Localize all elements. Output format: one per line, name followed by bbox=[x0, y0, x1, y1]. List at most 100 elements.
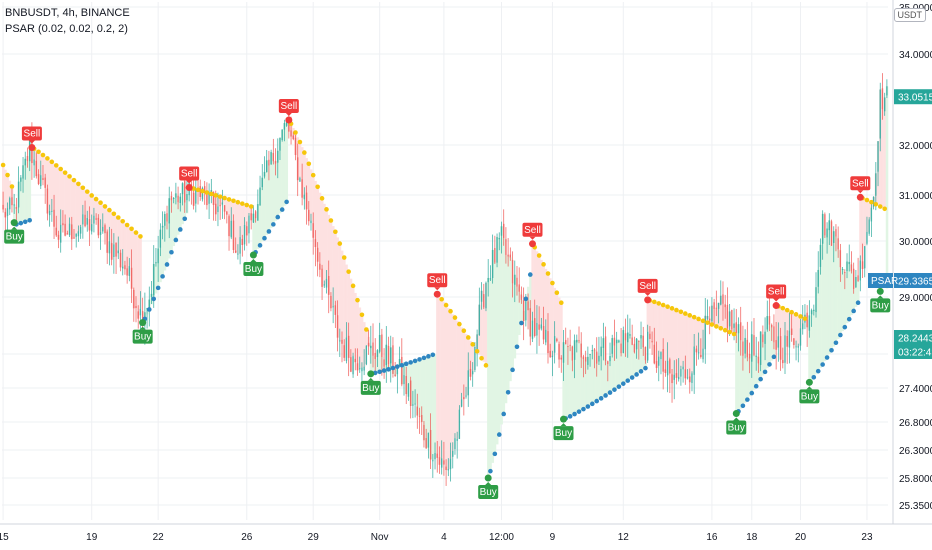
candle bbox=[609, 342, 611, 367]
psar-fill-band bbox=[37, 151, 40, 184]
psar-fill-band bbox=[557, 297, 561, 360]
candle bbox=[440, 440, 443, 475]
candle bbox=[177, 186, 179, 210]
sell-signal[interactable]: Sell bbox=[637, 278, 658, 304]
candle-body bbox=[604, 336, 607, 361]
psar-fill-band bbox=[690, 316, 694, 374]
candle-body bbox=[618, 340, 620, 342]
candle-body bbox=[819, 244, 822, 267]
psar-dot bbox=[200, 188, 205, 194]
candle bbox=[474, 342, 476, 373]
psar-dot bbox=[169, 249, 174, 255]
buy-signal[interactable]: Buy bbox=[478, 474, 499, 500]
sell-signal[interactable]: Sell bbox=[850, 176, 871, 201]
currency-unit-badge[interactable]: USDT bbox=[893, 8, 926, 22]
candle-body bbox=[48, 210, 51, 216]
signal-label-box bbox=[278, 98, 299, 113]
psar-fill-band bbox=[66, 174, 69, 235]
psar-fill-band bbox=[119, 219, 122, 268]
candle bbox=[316, 242, 319, 277]
sell-signal[interactable]: Sell bbox=[522, 222, 543, 248]
candle bbox=[852, 262, 855, 294]
y-axis[interactable]: 25.350025.800026.300026.800027.400028.00… bbox=[899, 3, 932, 512]
candle-body bbox=[416, 406, 418, 416]
candle-body bbox=[330, 295, 332, 309]
candle-body bbox=[646, 331, 649, 361]
psar-fill-band bbox=[644, 360, 647, 369]
sell-signal[interactable]: Sell bbox=[21, 126, 42, 152]
candle-body bbox=[573, 340, 576, 360]
psar-fill-band bbox=[881, 109, 884, 208]
sell-signal[interactable]: Sell bbox=[278, 98, 299, 124]
candle bbox=[578, 326, 580, 344]
psar-dot bbox=[93, 196, 99, 202]
candle bbox=[226, 210, 228, 224]
candle bbox=[720, 280, 722, 306]
sell-signal[interactable]: Sell bbox=[766, 284, 787, 310]
buy-signal[interactable]: Buy bbox=[799, 378, 820, 404]
candle-body bbox=[292, 135, 294, 140]
candle bbox=[93, 207, 95, 233]
buy-signal[interactable]: Buy bbox=[360, 370, 381, 395]
psar-fill-band bbox=[28, 139, 32, 221]
candle bbox=[135, 296, 137, 323]
psar-dot bbox=[523, 296, 529, 302]
last-price-tag-bg bbox=[894, 89, 932, 105]
psar-fill-band bbox=[236, 202, 240, 254]
psar-dot bbox=[461, 328, 467, 334]
psar-dot bbox=[297, 139, 303, 145]
y-tick-label: 34.0000 bbox=[899, 50, 932, 61]
psar-fill-band bbox=[433, 354, 437, 453]
psar-fill-band bbox=[868, 201, 871, 220]
x-axis[interactable]: 15 19 22 26 29 Nov 4 12:00 9 12 16 18 20 23 bbox=[0, 532, 873, 543]
psar-dot bbox=[386, 367, 391, 372]
signal-dot bbox=[856, 193, 864, 201]
candle-body bbox=[520, 294, 523, 300]
candle-body bbox=[485, 282, 487, 309]
candle-body bbox=[452, 450, 454, 457]
candle bbox=[469, 360, 472, 381]
psar-dot bbox=[687, 313, 693, 318]
candle bbox=[635, 338, 638, 359]
psar-fill-band bbox=[418, 359, 421, 416]
candle bbox=[773, 314, 775, 350]
candle bbox=[640, 321, 642, 350]
buy-signal[interactable]: Buy bbox=[553, 415, 574, 441]
candle bbox=[505, 227, 507, 264]
candle bbox=[485, 281, 487, 312]
buy-signal[interactable]: Buy bbox=[243, 251, 264, 277]
buy-signal[interactable]: Buy bbox=[132, 319, 153, 344]
candle-body bbox=[230, 220, 232, 238]
candle bbox=[689, 368, 691, 394]
sell-signal[interactable]: Sell bbox=[179, 166, 200, 192]
candle-body bbox=[850, 264, 853, 272]
psar-dot bbox=[589, 401, 595, 407]
candle-body bbox=[365, 345, 368, 365]
psar-fill-band bbox=[59, 168, 63, 225]
buy-signal[interactable]: Buy bbox=[4, 219, 25, 244]
candle bbox=[208, 183, 210, 220]
candle bbox=[611, 334, 613, 358]
psar-fill-band bbox=[659, 304, 663, 352]
candle-body bbox=[259, 187, 261, 206]
candle bbox=[22, 157, 24, 193]
candle bbox=[782, 347, 784, 369]
candle-body bbox=[728, 311, 731, 327]
candle bbox=[740, 306, 742, 356]
candle bbox=[883, 92, 886, 116]
candle-body bbox=[392, 345, 394, 374]
candle bbox=[343, 339, 345, 362]
sell-signal[interactable]: Sell bbox=[427, 273, 448, 298]
candle bbox=[246, 221, 248, 246]
psar-dot bbox=[107, 207, 112, 213]
psar-fill-band bbox=[859, 197, 862, 261]
candle-body bbox=[505, 239, 507, 255]
psar-fill-band bbox=[808, 315, 811, 383]
candle-body bbox=[403, 375, 405, 385]
buy-signal[interactable]: Buy bbox=[726, 410, 747, 435]
psar-fill-band bbox=[686, 314, 689, 378]
candle-body bbox=[855, 277, 857, 288]
buy-signal[interactable]: Buy bbox=[870, 287, 891, 313]
psar-dot bbox=[151, 296, 157, 302]
